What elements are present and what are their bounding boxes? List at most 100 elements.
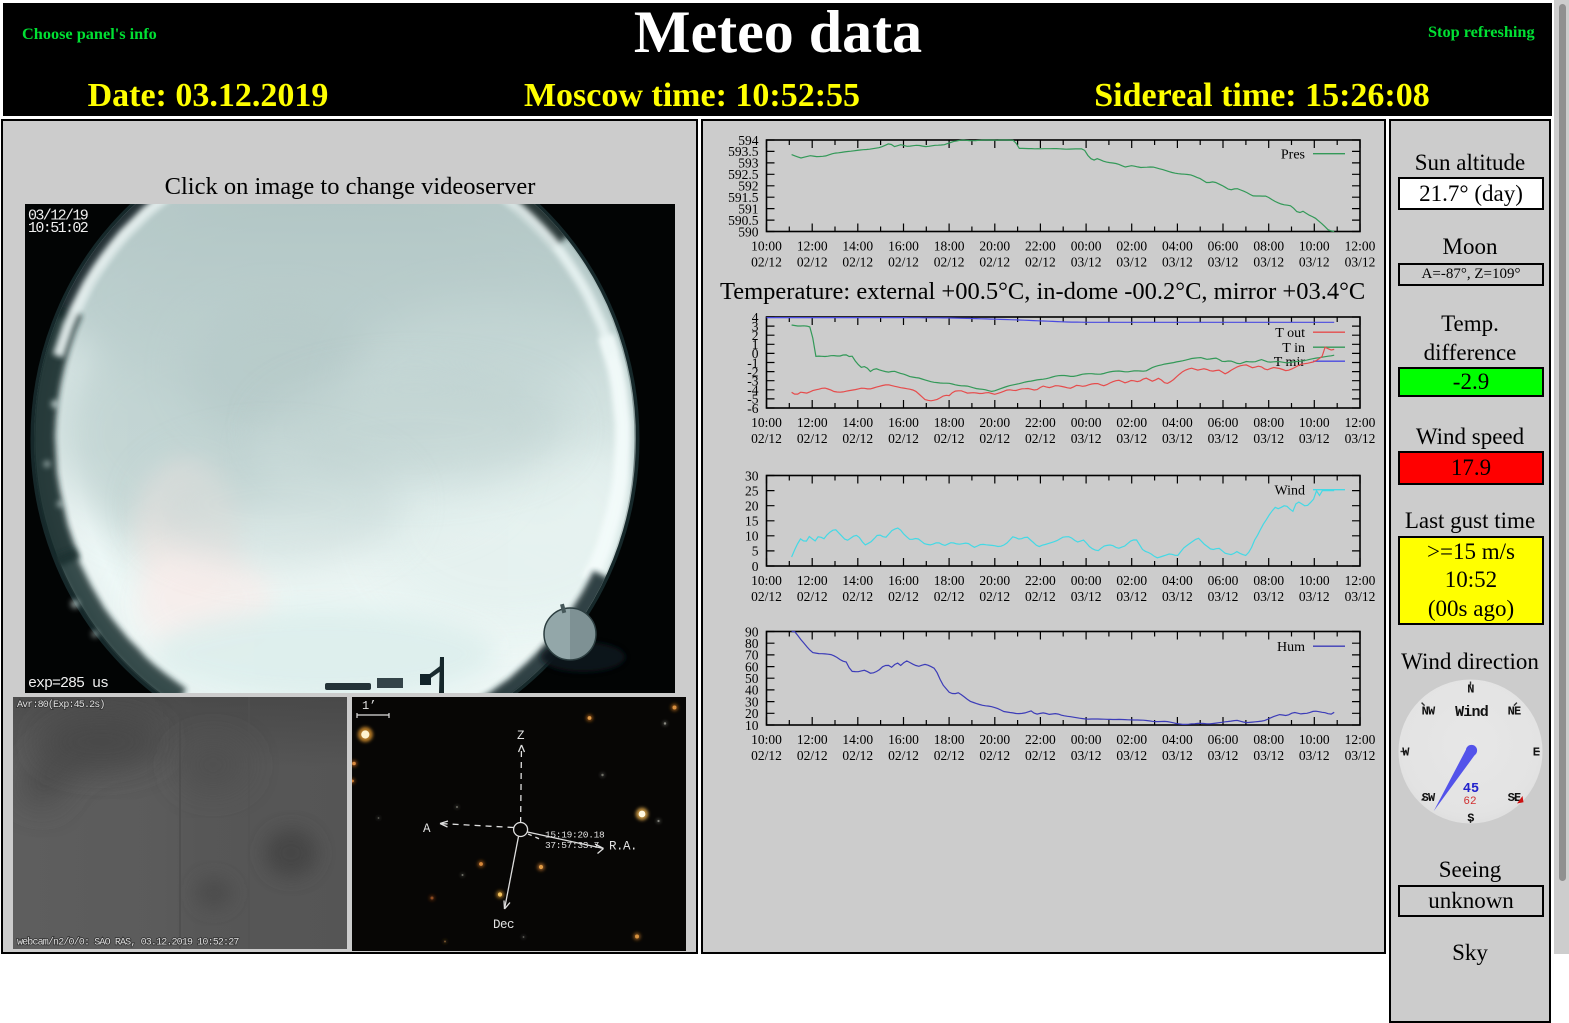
- svg-text:Pres: Pres: [1281, 148, 1305, 163]
- svg-text:T in: T in: [1282, 341, 1305, 356]
- svg-text:12:00: 12:00: [797, 239, 828, 254]
- svg-text:03/12: 03/12: [1162, 748, 1193, 763]
- svg-text:16:00: 16:00: [888, 239, 919, 254]
- svg-text:Hum: Hum: [1277, 640, 1305, 655]
- svg-text:08:00: 08:00: [1253, 415, 1284, 430]
- svg-text:1’: 1’: [362, 699, 376, 713]
- svg-text:-4: -4: [747, 383, 758, 398]
- svg-text:02/12: 02/12: [797, 748, 828, 763]
- svg-text:06:00: 06:00: [1208, 732, 1239, 747]
- svg-text:02/12: 02/12: [797, 589, 828, 604]
- svg-text:SE: SE: [1508, 791, 1521, 805]
- svg-text:02/12: 02/12: [888, 748, 919, 763]
- svg-text:03/12: 03/12: [1116, 748, 1147, 763]
- svg-text:W: W: [1402, 746, 1410, 760]
- svg-text:03/12: 03/12: [1071, 431, 1102, 446]
- svg-text:-5: -5: [747, 392, 758, 407]
- svg-text:1: 1: [752, 337, 759, 352]
- svg-text:04:00: 04:00: [1162, 415, 1193, 430]
- svg-text:03/12: 03/12: [1208, 748, 1239, 763]
- svg-text:70: 70: [745, 648, 759, 663]
- svg-text:10:00: 10:00: [751, 573, 782, 588]
- svg-text:00:00: 00:00: [1071, 573, 1102, 588]
- svg-text:3: 3: [752, 319, 759, 334]
- svg-text:62: 62: [1463, 796, 1476, 808]
- svg-text:18:00: 18:00: [934, 732, 965, 747]
- svg-text:593.5: 593.5: [728, 144, 759, 159]
- svg-text:80: 80: [745, 636, 759, 651]
- svg-text:590: 590: [738, 224, 759, 239]
- svg-text:45: 45: [1463, 782, 1479, 797]
- svg-text:40: 40: [745, 683, 759, 698]
- svg-text:2: 2: [752, 328, 759, 343]
- svg-text:02/12: 02/12: [797, 431, 828, 446]
- svg-text:02/12: 02/12: [979, 589, 1010, 604]
- svg-text:02/12: 02/12: [842, 431, 873, 446]
- svg-text:592.5: 592.5: [728, 167, 759, 182]
- svg-text:22:00: 22:00: [1025, 573, 1056, 588]
- svg-text:10:00: 10:00: [751, 415, 782, 430]
- svg-text:02:00: 02:00: [1116, 239, 1147, 254]
- svg-text:Z: Z: [517, 729, 525, 743]
- svg-text:T out: T out: [1275, 326, 1305, 341]
- svg-text:591.5: 591.5: [728, 190, 759, 205]
- svg-text:22:00: 22:00: [1025, 239, 1056, 254]
- svg-text:R.A.: R.A.: [609, 840, 637, 854]
- svg-text:10:00: 10:00: [1299, 239, 1330, 254]
- svg-text:12:00: 12:00: [1345, 573, 1376, 588]
- svg-text:webcam/n2/0/0: SAO RAS, 03.12.: webcam/n2/0/0: SAO RAS, 03.12.2019 10:52…: [17, 937, 239, 949]
- svg-text:03/12/19: 03/12/19: [28, 208, 88, 225]
- svg-text:22:00: 22:00: [1025, 415, 1056, 430]
- svg-text:00:00: 00:00: [1071, 415, 1102, 430]
- svg-text:14:00: 14:00: [842, 415, 873, 430]
- svg-text:03/12: 03/12: [1299, 748, 1330, 763]
- svg-text:10:00: 10:00: [1299, 415, 1330, 430]
- svg-text:E: E: [1533, 746, 1540, 760]
- svg-text:02:00: 02:00: [1116, 573, 1147, 588]
- svg-text:02/12: 02/12: [1025, 255, 1056, 270]
- svg-text:02/12: 02/12: [797, 255, 828, 270]
- svg-text:14:00: 14:00: [842, 239, 873, 254]
- svg-text:16:00: 16:00: [888, 732, 919, 747]
- svg-text:03/12: 03/12: [1253, 431, 1284, 446]
- svg-text:NE: NE: [1508, 705, 1521, 719]
- svg-text:60: 60: [745, 659, 759, 674]
- svg-text:08:00: 08:00: [1253, 573, 1284, 588]
- svg-text:08:00: 08:00: [1253, 732, 1284, 747]
- svg-text:06:00: 06:00: [1208, 573, 1239, 588]
- svg-text:10: 10: [745, 529, 759, 544]
- svg-text:02/12: 02/12: [751, 589, 782, 604]
- svg-text:03/12: 03/12: [1162, 431, 1193, 446]
- svg-text:0: 0: [752, 346, 759, 361]
- svg-text:03/12: 03/12: [1253, 589, 1284, 604]
- svg-text:12:00: 12:00: [1345, 732, 1376, 747]
- svg-text:00:00: 00:00: [1071, 239, 1102, 254]
- svg-text:Avr:80(Exp:45.2s): Avr:80(Exp:45.2s): [17, 699, 105, 711]
- svg-text:20: 20: [745, 499, 759, 514]
- svg-text:50: 50: [745, 671, 759, 686]
- svg-text:03/12: 03/12: [1162, 589, 1193, 604]
- svg-text:02/12: 02/12: [979, 431, 1010, 446]
- svg-text:37:57:33.7: 37:57:33.7: [545, 840, 599, 851]
- svg-text:03/12: 03/12: [1116, 255, 1147, 270]
- svg-text:-3: -3: [747, 374, 758, 389]
- svg-text:03/12: 03/12: [1208, 589, 1239, 604]
- svg-text:02/12: 02/12: [842, 748, 873, 763]
- svg-text:16:00: 16:00: [888, 573, 919, 588]
- svg-text:03/12: 03/12: [1071, 589, 1102, 604]
- svg-text:02/12: 02/12: [934, 431, 965, 446]
- svg-text:02/12: 02/12: [934, 589, 965, 604]
- svg-text:04:00: 04:00: [1162, 239, 1193, 254]
- svg-text:-6: -6: [747, 401, 758, 416]
- svg-text:10:00: 10:00: [751, 732, 782, 747]
- svg-text:04:00: 04:00: [1162, 732, 1193, 747]
- svg-text:SW: SW: [1422, 791, 1436, 805]
- svg-text:-2: -2: [747, 364, 758, 379]
- svg-text:02:00: 02:00: [1116, 732, 1147, 747]
- svg-text:02/12: 02/12: [979, 748, 1010, 763]
- svg-text:-1: -1: [747, 355, 758, 370]
- svg-text:Dec: Dec: [493, 918, 514, 932]
- svg-text:08:00: 08:00: [1253, 239, 1284, 254]
- svg-text:02/12: 02/12: [934, 255, 965, 270]
- svg-text:20: 20: [745, 706, 759, 721]
